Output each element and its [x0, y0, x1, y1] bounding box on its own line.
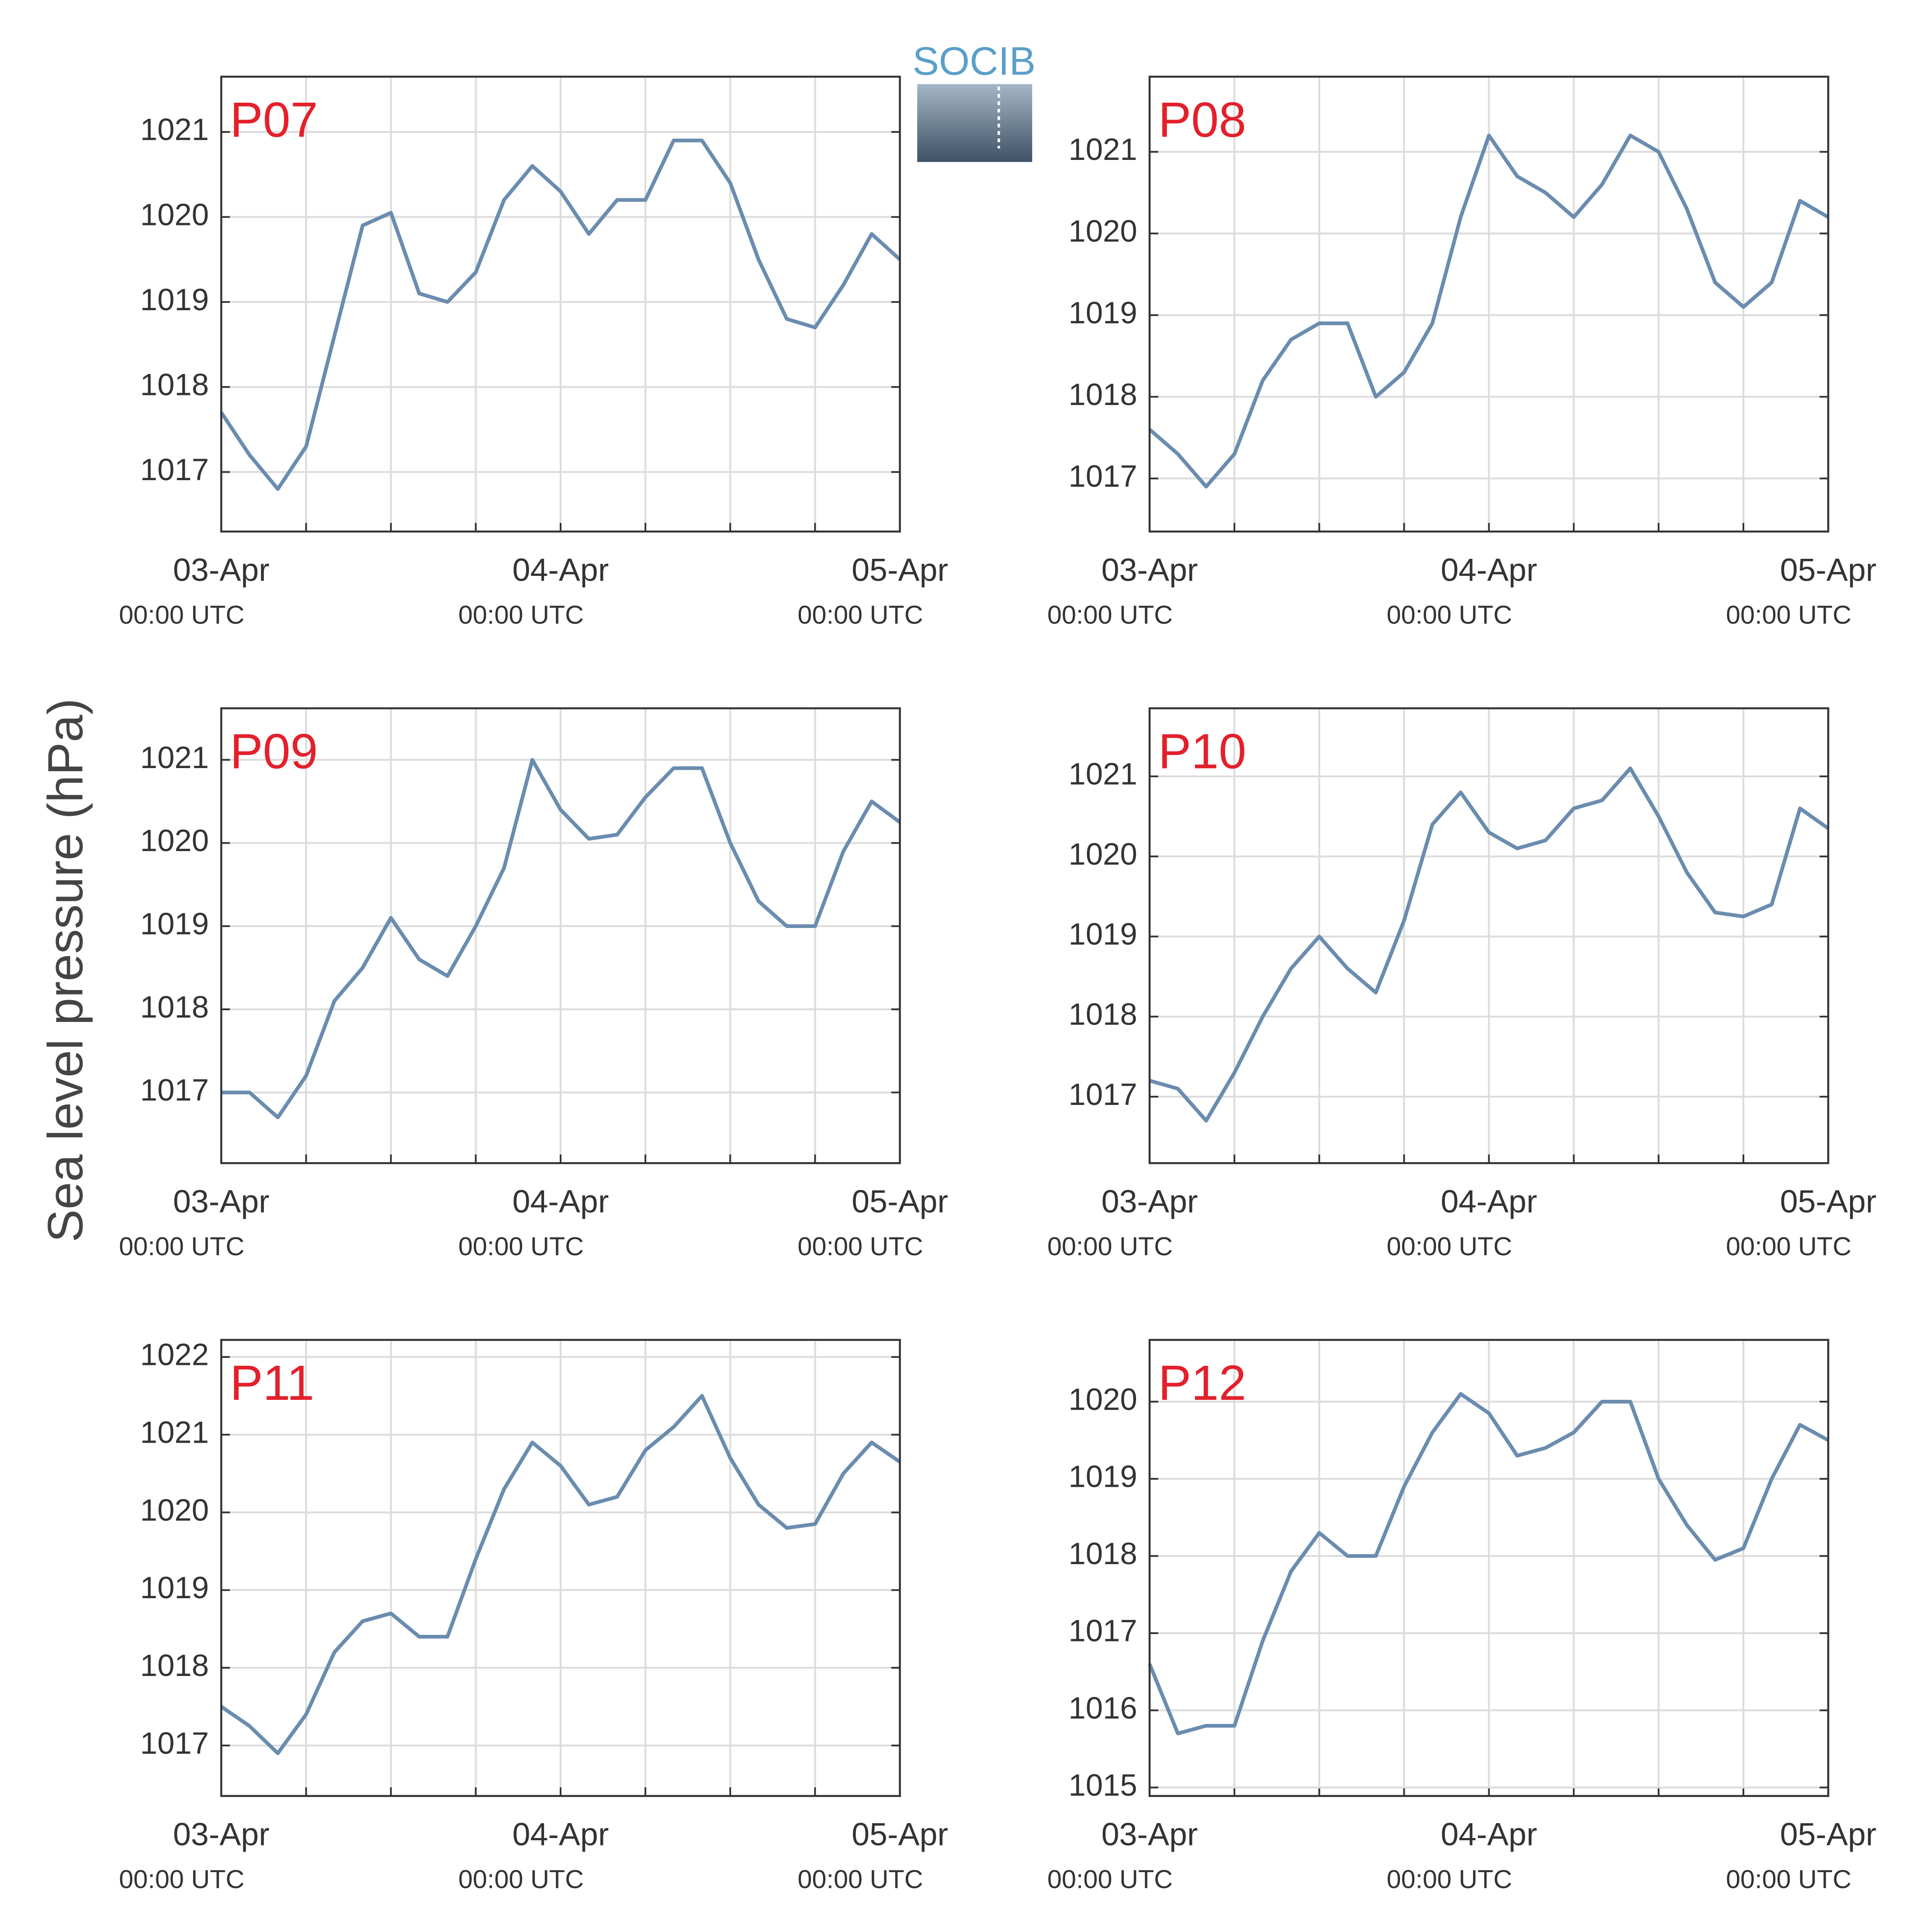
y-tick-label: 1017 — [1068, 459, 1137, 493]
data-line — [219, 138, 901, 491]
chart-title: P12 — [1158, 1355, 1246, 1410]
chart-title: P10 — [1158, 724, 1246, 779]
y-tick-label: 1017 — [140, 452, 209, 487]
x-tick-label: 04-Apr — [1441, 1816, 1537, 1852]
x-tick-sublabel: 00:00 UTC — [1386, 600, 1512, 629]
x-tick-label: 03-Apr — [173, 1816, 270, 1852]
x-tick-label: 04-Apr — [1441, 551, 1537, 588]
y-tick-label: 1017 — [140, 1073, 209, 1107]
data-line — [1149, 766, 1829, 1123]
x-tick-sublabel: 00:00 UTC — [1047, 1232, 1173, 1261]
x-tick-sublabel: 00:00 UTC — [119, 1232, 244, 1261]
x-tick-label: 03-Apr — [1102, 1816, 1198, 1852]
y-tick-label: 1020 — [140, 1492, 209, 1527]
x-tick-label: 03-Apr — [1102, 551, 1198, 588]
y-tick-label: 1015 — [1068, 1768, 1137, 1802]
y-tick-label: 1019 — [140, 906, 209, 941]
y-tick-label: 1021 — [140, 112, 209, 147]
y-tick-label: 1021 — [1068, 132, 1137, 166]
y-tick-label: 1018 — [1068, 377, 1137, 412]
data-line — [1148, 133, 1829, 489]
x-tick-sublabel: 00:00 UTC — [1726, 1865, 1851, 1894]
chart-title: P07 — [230, 92, 318, 147]
x-tick-sublabel: 00:00 UTC — [1386, 1865, 1512, 1894]
y-tick-label: 1021 — [140, 1415, 209, 1449]
logo-box — [917, 84, 1032, 162]
y-tick-label: 1017 — [1068, 1077, 1137, 1111]
y-axis-label: Sea level pressure (hPa) — [38, 698, 93, 1242]
y-tick-label: 1018 — [140, 1648, 209, 1683]
x-tick-label: 05-Apr — [852, 1183, 948, 1219]
x-tick-label: 05-Apr — [1780, 1183, 1877, 1219]
x-tick-label: 05-Apr — [852, 1816, 948, 1852]
plot-frame — [1148, 707, 1829, 1164]
y-tick-label: 1018 — [1068, 1536, 1137, 1571]
y-tick-label: 1018 — [1068, 997, 1137, 1031]
x-tick-sublabel: 00:00 UTC — [119, 600, 244, 629]
y-tick-label: 1019 — [1068, 295, 1137, 330]
x-tick-sublabel: 00:00 UTC — [458, 1232, 584, 1261]
y-tick-label: 1020 — [1068, 1382, 1137, 1416]
x-tick-sublabel: 00:00 UTC — [797, 1865, 923, 1894]
x-tick-sublabel: 00:00 UTC — [797, 1232, 923, 1261]
y-tick-label: 1020 — [140, 823, 209, 858]
x-tick-sublabel: 00:00 UTC — [1386, 1232, 1512, 1261]
chart-title: P08 — [1158, 92, 1246, 147]
plot-frame — [220, 1339, 901, 1797]
plot-frame — [1148, 76, 1829, 533]
data-line — [220, 1394, 901, 1755]
x-tick-sublabel: 00:00 UTC — [1047, 1865, 1173, 1894]
x-tick-sublabel: 00:00 UTC — [1726, 1232, 1851, 1261]
x-tick-sublabel: 00:00 UTC — [119, 1865, 244, 1894]
x-tick-label: 04-Apr — [513, 1816, 609, 1852]
chart-title: P09 — [230, 724, 318, 779]
y-tick-label: 1016 — [1068, 1690, 1137, 1725]
y-tick-label: 1018 — [140, 990, 209, 1024]
y-tick-label: 1020 — [1068, 214, 1137, 248]
plot-frame — [1148, 1339, 1829, 1797]
y-tick-label: 1020 — [1068, 837, 1137, 871]
data-line — [221, 758, 901, 1119]
y-tick-label: 1021 — [140, 740, 209, 775]
x-tick-sublabel: 00:00 UTC — [458, 1865, 584, 1894]
x-tick-label: 04-Apr — [1441, 1183, 1537, 1219]
y-tick-label: 1021 — [1068, 757, 1137, 791]
x-tick-label: 03-Apr — [173, 1183, 270, 1219]
chart-title: P11 — [230, 1355, 314, 1410]
y-tick-label: 1019 — [140, 282, 209, 317]
y-tick-label: 1022 — [140, 1337, 209, 1372]
plot-frame — [220, 707, 901, 1164]
y-tick-label: 1020 — [140, 197, 209, 232]
x-tick-label: 05-Apr — [852, 551, 948, 588]
x-tick-label: 04-Apr — [513, 1183, 609, 1219]
data-line — [1148, 1392, 1829, 1735]
x-tick-sublabel: 00:00 UTC — [797, 600, 923, 629]
y-tick-label: 1017 — [140, 1726, 209, 1760]
x-tick-label: 03-Apr — [173, 551, 270, 588]
y-tick-label: 1019 — [1068, 917, 1137, 951]
y-tick-label: 1019 — [1068, 1459, 1137, 1493]
y-tick-label: 1017 — [1068, 1613, 1137, 1648]
x-tick-label: 05-Apr — [1780, 551, 1877, 588]
x-tick-label: 04-Apr — [513, 551, 609, 588]
y-tick-label: 1018 — [140, 367, 209, 402]
x-tick-sublabel: 00:00 UTC — [1047, 600, 1173, 629]
x-tick-label: 03-Apr — [1102, 1183, 1198, 1219]
y-tick-label: 1019 — [140, 1570, 209, 1605]
x-tick-label: 05-Apr — [1780, 1816, 1877, 1852]
logo-text: SOCIB — [912, 39, 1036, 83]
x-tick-sublabel: 00:00 UTC — [458, 600, 584, 629]
x-tick-sublabel: 00:00 UTC — [1726, 600, 1851, 629]
plot-frame — [220, 76, 901, 533]
